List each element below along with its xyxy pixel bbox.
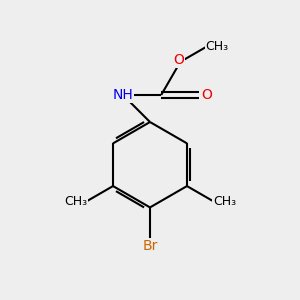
Text: CH₃: CH₃ <box>206 40 229 53</box>
Text: O: O <box>201 88 212 102</box>
Text: CH₃: CH₃ <box>64 195 87 208</box>
Text: O: O <box>173 53 184 67</box>
Text: NH: NH <box>112 88 133 102</box>
Text: CH₃: CH₃ <box>213 195 236 208</box>
Text: Br: Br <box>142 239 158 253</box>
